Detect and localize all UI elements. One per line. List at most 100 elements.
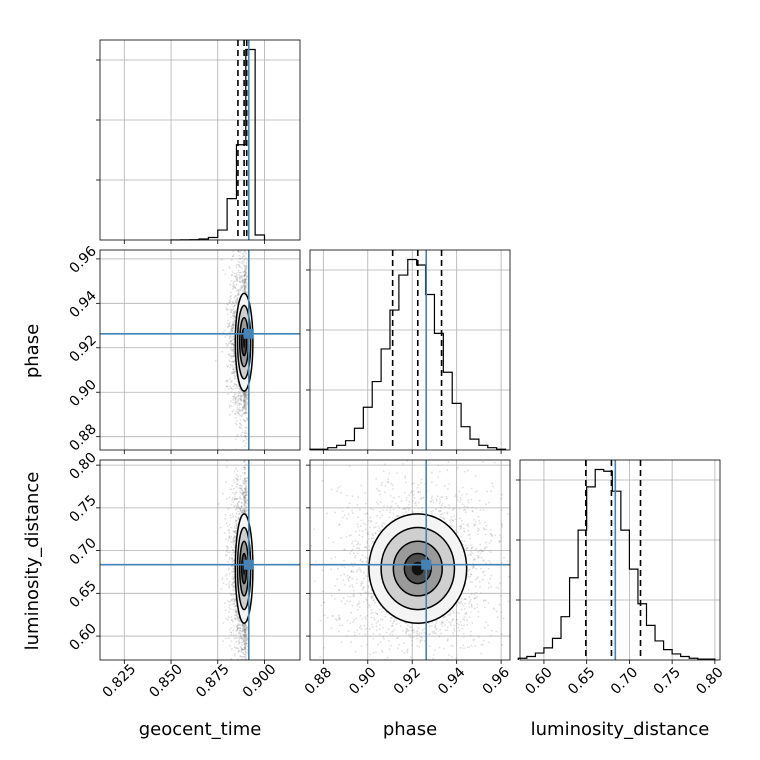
sample-point: [232, 324, 235, 327]
sample-point: [227, 343, 230, 346]
sample-point: [244, 634, 247, 637]
sample-point: [244, 473, 247, 476]
sample-point: [466, 524, 468, 527]
density-layer: [310, 460, 510, 660]
sample-point: [243, 495, 246, 498]
sample-point: [230, 343, 233, 346]
y-tick-label: 0.60: [66, 621, 99, 654]
sample-point: [244, 286, 247, 289]
sample-point: [427, 622, 430, 625]
sample-point: [245, 506, 248, 508]
sample-point: [244, 501, 246, 504]
sample-point: [382, 627, 384, 629]
sample-point: [232, 324, 235, 326]
sample-point: [240, 485, 243, 487]
sample-point: [236, 478, 238, 481]
sample-point: [230, 631, 233, 634]
sample-point: [244, 634, 247, 637]
sample-point: [224, 336, 227, 338]
sample-point: [235, 385, 238, 388]
sample-point: [233, 549, 236, 552]
sample-point: [245, 426, 248, 429]
sample-point: [229, 644, 231, 647]
sample-point: [235, 410, 238, 413]
sample-point: [237, 269, 240, 272]
sample-point: [245, 408, 247, 411]
sample-point: [243, 631, 246, 634]
sample-point: [226, 545, 229, 548]
sample-point: [231, 355, 234, 357]
sample-point: [236, 401, 239, 404]
sample-point: [245, 657, 247, 659]
sample-point: [235, 284, 238, 286]
sample-point: [236, 480, 239, 482]
sample-point: [236, 404, 239, 407]
sample-point: [243, 399, 246, 401]
sample-point: [233, 374, 236, 377]
sample-point: [244, 624, 246, 626]
sample-point: [230, 400, 232, 403]
sample-point: [244, 426, 247, 429]
sample-point: [244, 646, 247, 648]
sample-point: [375, 651, 377, 654]
sample-point: [242, 624, 245, 627]
sample-point: [236, 407, 239, 409]
sample-point: [478, 549, 481, 552]
sample-point: [228, 637, 230, 640]
sample-point: [232, 339, 235, 342]
sample-point: [231, 315, 234, 318]
sample-point: [244, 280, 247, 282]
sample-point: [235, 486, 238, 488]
sample-point: [232, 250, 235, 253]
sample-point: [242, 255, 245, 257]
sample-point: [244, 252, 247, 255]
sample-point: [231, 325, 234, 327]
sample-point: [234, 497, 236, 500]
sample-point: [233, 470, 236, 472]
sample-point: [239, 491, 242, 494]
sample-point: [235, 266, 238, 269]
sample-point: [239, 632, 241, 635]
sample-point: [233, 541, 236, 543]
sample-point: [357, 568, 359, 571]
sample-point: [356, 552, 359, 555]
sample-point: [228, 529, 230, 531]
sample-point: [234, 605, 237, 607]
sample-point: [232, 537, 235, 539]
sample-point: [245, 394, 248, 397]
sample-point: [234, 530, 237, 532]
sample-point: [228, 404, 231, 407]
sample-point: [232, 335, 235, 338]
sample-point: [236, 497, 239, 500]
sample-point: [244, 289, 247, 292]
sample-point: [244, 288, 246, 290]
sample-point: [243, 393, 246, 396]
sample-point: [225, 583, 228, 586]
sample-point: [239, 402, 242, 405]
sample-point: [243, 412, 246, 415]
sample-point: [228, 360, 231, 363]
sample-point: [239, 271, 241, 274]
sample-point: [237, 294, 239, 296]
sample-point: [232, 314, 235, 317]
sample-point: [241, 260, 244, 263]
sample-point: [245, 393, 248, 396]
sample-point: [231, 598, 233, 601]
sample-point: [237, 292, 240, 295]
sample-point: [243, 496, 245, 499]
sample-point: [239, 627, 242, 630]
sample-point: [246, 412, 248, 414]
sample-point: [235, 529, 238, 532]
sample-point: [230, 546, 233, 548]
sample-point: [230, 554, 233, 556]
sample-point: [245, 267, 248, 270]
sample-point: [229, 516, 232, 519]
sample-point: [244, 395, 247, 398]
sample-point: [242, 440, 245, 443]
sample-point: [244, 466, 247, 469]
sample-point: [244, 401, 247, 403]
sample-point: [233, 335, 235, 338]
sample-point: [234, 636, 237, 639]
x-tick-label: 0.825: [100, 661, 140, 701]
sample-point: [340, 492, 343, 494]
